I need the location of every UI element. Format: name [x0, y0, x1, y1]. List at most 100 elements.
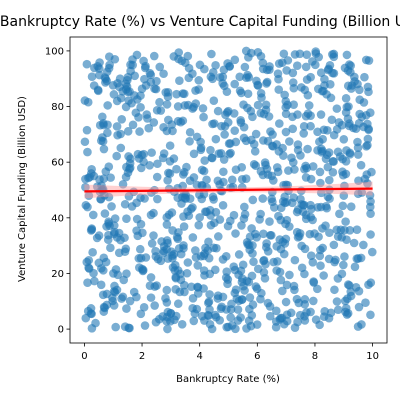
data-point	[300, 299, 310, 309]
data-point	[119, 275, 129, 285]
data-point	[197, 180, 207, 190]
data-point	[132, 292, 141, 302]
data-point	[165, 169, 175, 178]
data-point	[249, 257, 258, 267]
data-point	[300, 85, 310, 95]
data-point	[247, 271, 257, 281]
data-point	[189, 149, 199, 159]
data-point	[137, 264, 147, 274]
data-point	[150, 301, 159, 310]
data-point	[363, 179, 372, 188]
data-point	[355, 109, 364, 119]
data-point	[265, 217, 274, 226]
data-point	[325, 175, 334, 185]
data-point	[320, 74, 329, 84]
data-point	[88, 248, 97, 257]
data-point	[285, 137, 294, 146]
data-point	[364, 56, 374, 65]
data-point	[335, 209, 344, 219]
data-point	[282, 310, 292, 319]
data-point	[173, 102, 183, 111]
data-point	[292, 294, 302, 304]
data-point	[346, 202, 356, 212]
data-point	[163, 176, 172, 185]
data-point	[287, 153, 296, 163]
data-point	[262, 79, 271, 88]
data-point	[304, 101, 314, 110]
data-point	[151, 246, 160, 256]
data-point	[194, 220, 204, 230]
data-point	[276, 275, 286, 285]
data-point	[162, 220, 172, 229]
data-point	[229, 109, 239, 118]
data-point	[345, 60, 354, 69]
data-point	[215, 315, 225, 325]
data-point	[139, 149, 149, 159]
data-point	[205, 205, 215, 215]
data-point	[345, 121, 354, 131]
data-point	[235, 72, 245, 82]
data-point	[343, 309, 353, 318]
data-point	[150, 282, 160, 291]
data-point	[162, 126, 172, 136]
data-point	[274, 85, 284, 94]
data-point	[123, 72, 133, 82]
data-point	[313, 84, 323, 94]
data-point	[182, 162, 191, 172]
data-point	[306, 72, 315, 82]
data-point	[170, 315, 179, 325]
data-point	[241, 174, 251, 183]
data-point	[299, 121, 309, 131]
data-point	[239, 122, 249, 132]
data-point	[197, 165, 207, 175]
data-point	[96, 280, 106, 290]
data-point	[268, 130, 277, 139]
data-point	[146, 273, 156, 282]
data-point	[324, 313, 334, 323]
data-point	[243, 240, 253, 249]
data-point	[275, 315, 285, 324]
data-point	[121, 244, 131, 254]
data-point	[308, 215, 317, 225]
data-point	[135, 244, 145, 254]
data-point	[99, 144, 109, 154]
data-point	[273, 69, 283, 78]
x-tick-label: 10	[366, 351, 379, 362]
data-point	[122, 214, 131, 224]
data-point	[98, 266, 108, 275]
data-point	[207, 153, 217, 163]
data-point	[329, 240, 339, 250]
data-point	[96, 194, 106, 204]
data-point	[269, 203, 279, 212]
data-point	[354, 302, 364, 312]
data-point	[121, 79, 131, 89]
data-point	[210, 218, 219, 228]
data-point	[164, 210, 174, 219]
data-point	[193, 261, 203, 270]
data-point	[339, 135, 349, 144]
data-point	[261, 105, 271, 115]
data-point	[204, 253, 214, 263]
data-point	[267, 194, 276, 204]
data-point	[125, 87, 134, 96]
data-point	[185, 127, 195, 137]
data-point	[197, 194, 207, 204]
data-point	[140, 74, 149, 84]
data-point	[350, 262, 360, 272]
data-point	[222, 87, 232, 96]
data-point	[279, 49, 289, 59]
data-point	[316, 68, 326, 78]
chart-title: Bankruptcy Rate (%) vs Venture Capital F…	[0, 14, 400, 30]
data-point	[219, 65, 229, 75]
data-point	[242, 324, 251, 333]
data-point	[116, 143, 126, 153]
data-point	[300, 164, 309, 174]
data-point	[349, 238, 359, 248]
data-point	[319, 125, 329, 135]
data-point	[302, 50, 312, 59]
data-point	[144, 123, 154, 133]
data-point	[231, 137, 241, 147]
data-point	[285, 270, 294, 280]
data-point	[200, 156, 210, 165]
y-tick-label: 80	[51, 102, 64, 113]
